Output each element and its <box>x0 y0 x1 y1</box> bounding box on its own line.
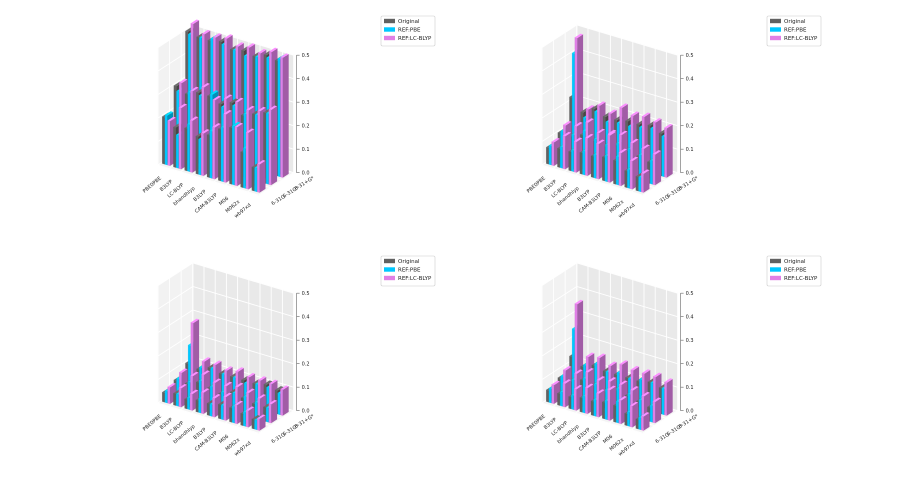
bar-ref-lc-blyp-0-8 <box>641 412 650 431</box>
x-tick-label: PBE0PBE <box>526 414 547 433</box>
legend-entry: Original <box>398 259 420 265</box>
y-tick-label: 6-31+G* <box>678 175 700 192</box>
z-tick-label: 0.3 <box>302 338 310 344</box>
legend-swatch <box>384 258 395 264</box>
legend-entry: REF:PBE <box>784 268 807 274</box>
chart-panel-1: 0.00.10.20.30.40.5PBE0PBEB3LYPLC-BLYPbha… <box>142 19 316 220</box>
bar-ref-lc-blyp-1-8 <box>652 150 662 186</box>
bar-ref-lc-blyp-0-8 <box>641 169 650 193</box>
z-axis: 0.0 0.1 0.2 0.3 0.4 0.5 <box>296 291 310 414</box>
z-tick-label: 0.5 <box>302 291 310 297</box>
legend-entry: Original <box>784 19 806 25</box>
x-tick-label: M06 <box>218 196 230 207</box>
z-tick-label: 0.2 <box>302 361 310 367</box>
legend-swatch <box>770 258 781 264</box>
y-tick-label: 6-31+G* <box>294 175 316 192</box>
z-tick-label: 0.0 <box>686 408 694 414</box>
bar-ref-lc-blyp-2-8 <box>280 385 289 416</box>
y-tick-label: 6-31+G* <box>678 413 700 430</box>
legend-entry: REF:LC-BLYP <box>784 36 818 42</box>
legend-swatch <box>770 35 781 41</box>
z-tick-label: 0.4 <box>302 314 310 320</box>
z-tick-label: 0.1 <box>686 147 694 153</box>
z-tick-label: 0.2 <box>686 361 694 367</box>
chart-panel-4: 0.00.10.20.30.40.5PBE0PBEB3LYPLC-BLYPbha… <box>526 262 700 458</box>
z-axis: 0.0 0.1 0.2 0.3 0.4 0.5 <box>680 291 694 414</box>
z-tick-label: 0.1 <box>686 385 694 391</box>
z-tick-label: 0.5 <box>686 291 694 297</box>
bar-ref-lc-blyp-2-8 <box>664 123 673 178</box>
legend-swatch <box>384 267 395 272</box>
x-tick-label: M06 <box>602 196 614 207</box>
legend: Original REF:PBE REF:LC-BLYP <box>766 255 822 287</box>
legend-swatch <box>384 18 395 24</box>
bar-ref-lc-blyp-2-8 <box>664 378 673 416</box>
chart-panel-3: 0.00.10.20.30.40.5PBE0PBEB3LYPLC-BLYPbha… <box>142 262 316 458</box>
legend-swatch <box>770 18 781 24</box>
z-tick-label: 0.4 <box>302 76 310 82</box>
legend-entry: REF:PBE <box>398 28 421 34</box>
legend-entry: REF:LC-BLYP <box>784 276 818 282</box>
bar-ref-lc-blyp-1-8 <box>268 105 278 186</box>
legend-swatch <box>384 27 395 32</box>
z-axis: 0.0 0.1 0.2 0.3 0.4 0.5 <box>296 53 310 176</box>
z-tick-label: 0.3 <box>686 100 694 106</box>
legend-swatch <box>770 27 781 32</box>
x-tick-label: M06 <box>218 434 230 445</box>
bar-ref-lc-blyp-0-8 <box>257 414 266 431</box>
z-tick-label: 0.3 <box>302 100 310 106</box>
bar-ref-lc-blyp-1-8 <box>268 399 278 424</box>
chart-panel-2: 0.00.10.20.30.40.5PBE0PBEB3LYPLC-BLYPbha… <box>526 24 700 220</box>
bar-ref-lc-blyp-0-3 <box>585 383 594 415</box>
legend: Original REF:PBE REF:LC-BLYP <box>380 15 436 47</box>
legend-swatch <box>384 35 395 41</box>
legend: Original REF:PBE REF:LC-BLYP <box>766 15 822 47</box>
bar-ref-lc-blyp-0-8 <box>257 159 266 193</box>
bar-ref-lc-blyp-2-8 <box>280 53 289 178</box>
legend-entry: REF:LC-BLYP <box>398 36 432 42</box>
legend-entry: Original <box>784 259 806 265</box>
x-tick-label: PBE0PBE <box>526 176 547 195</box>
z-tick-label: 0.5 <box>686 53 694 59</box>
z-axis: 0.0 0.1 0.2 0.3 0.4 0.5 <box>680 53 694 176</box>
legend-swatch <box>770 275 781 281</box>
legend: Original REF:PBE REF:LC-BLYP <box>380 255 436 287</box>
z-tick-label: 0.2 <box>302 123 310 129</box>
legend-swatch <box>384 275 395 281</box>
x-tick-label: PBE0PBE <box>142 414 163 433</box>
z-tick-label: 0.4 <box>686 76 694 82</box>
x-tick-label: M06 <box>602 434 614 445</box>
z-tick-label: 0.1 <box>302 385 310 391</box>
bar-ref-lc-blyp-1-8 <box>652 397 662 424</box>
z-tick-label: 0.0 <box>302 408 310 414</box>
z-tick-label: 0.0 <box>302 170 310 176</box>
legend-entry: Original <box>398 19 420 25</box>
z-tick-label: 0.0 <box>686 170 694 176</box>
y-tick-label: 6-31+G* <box>294 413 316 430</box>
legend-entry: REF:LC-BLYP <box>398 276 432 282</box>
x-tick-label: PBE0PBE <box>142 176 163 195</box>
z-tick-label: 0.4 <box>686 314 694 320</box>
z-tick-label: 0.5 <box>302 53 310 59</box>
z-tick-label: 0.3 <box>686 338 694 344</box>
legend-entry: REF:PBE <box>398 268 421 274</box>
legend-entry: REF:PBE <box>784 28 807 34</box>
z-tick-label: 0.2 <box>686 123 694 129</box>
legend-swatch <box>770 267 781 272</box>
z-tick-label: 0.1 <box>302 147 310 153</box>
